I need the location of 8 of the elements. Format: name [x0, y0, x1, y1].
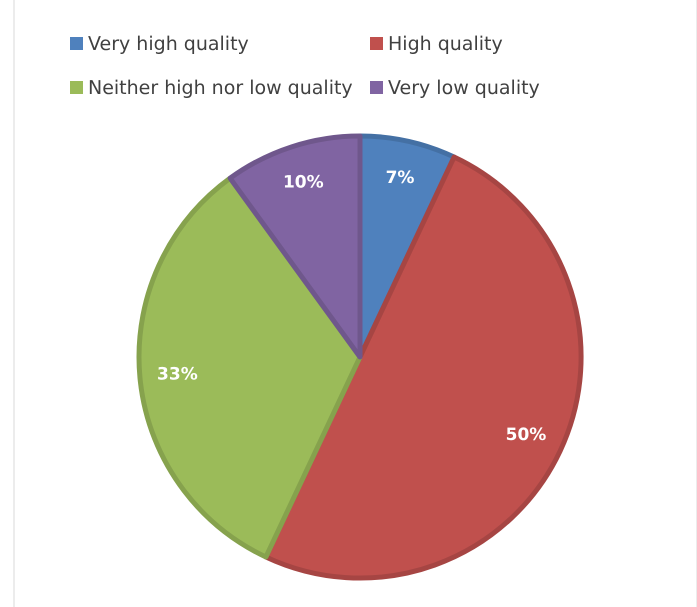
- data-label: 10%: [282, 172, 324, 193]
- data-label: 33%: [157, 364, 198, 384]
- legend-label: Very high quality: [88, 33, 249, 55]
- data-label: 7%: [386, 168, 414, 188]
- legend-label: Neither high nor low quality: [88, 77, 353, 99]
- legend-label: Very low quality: [388, 77, 540, 99]
- data-label: 50%: [506, 425, 546, 446]
- legend-label: High quality: [388, 33, 503, 55]
